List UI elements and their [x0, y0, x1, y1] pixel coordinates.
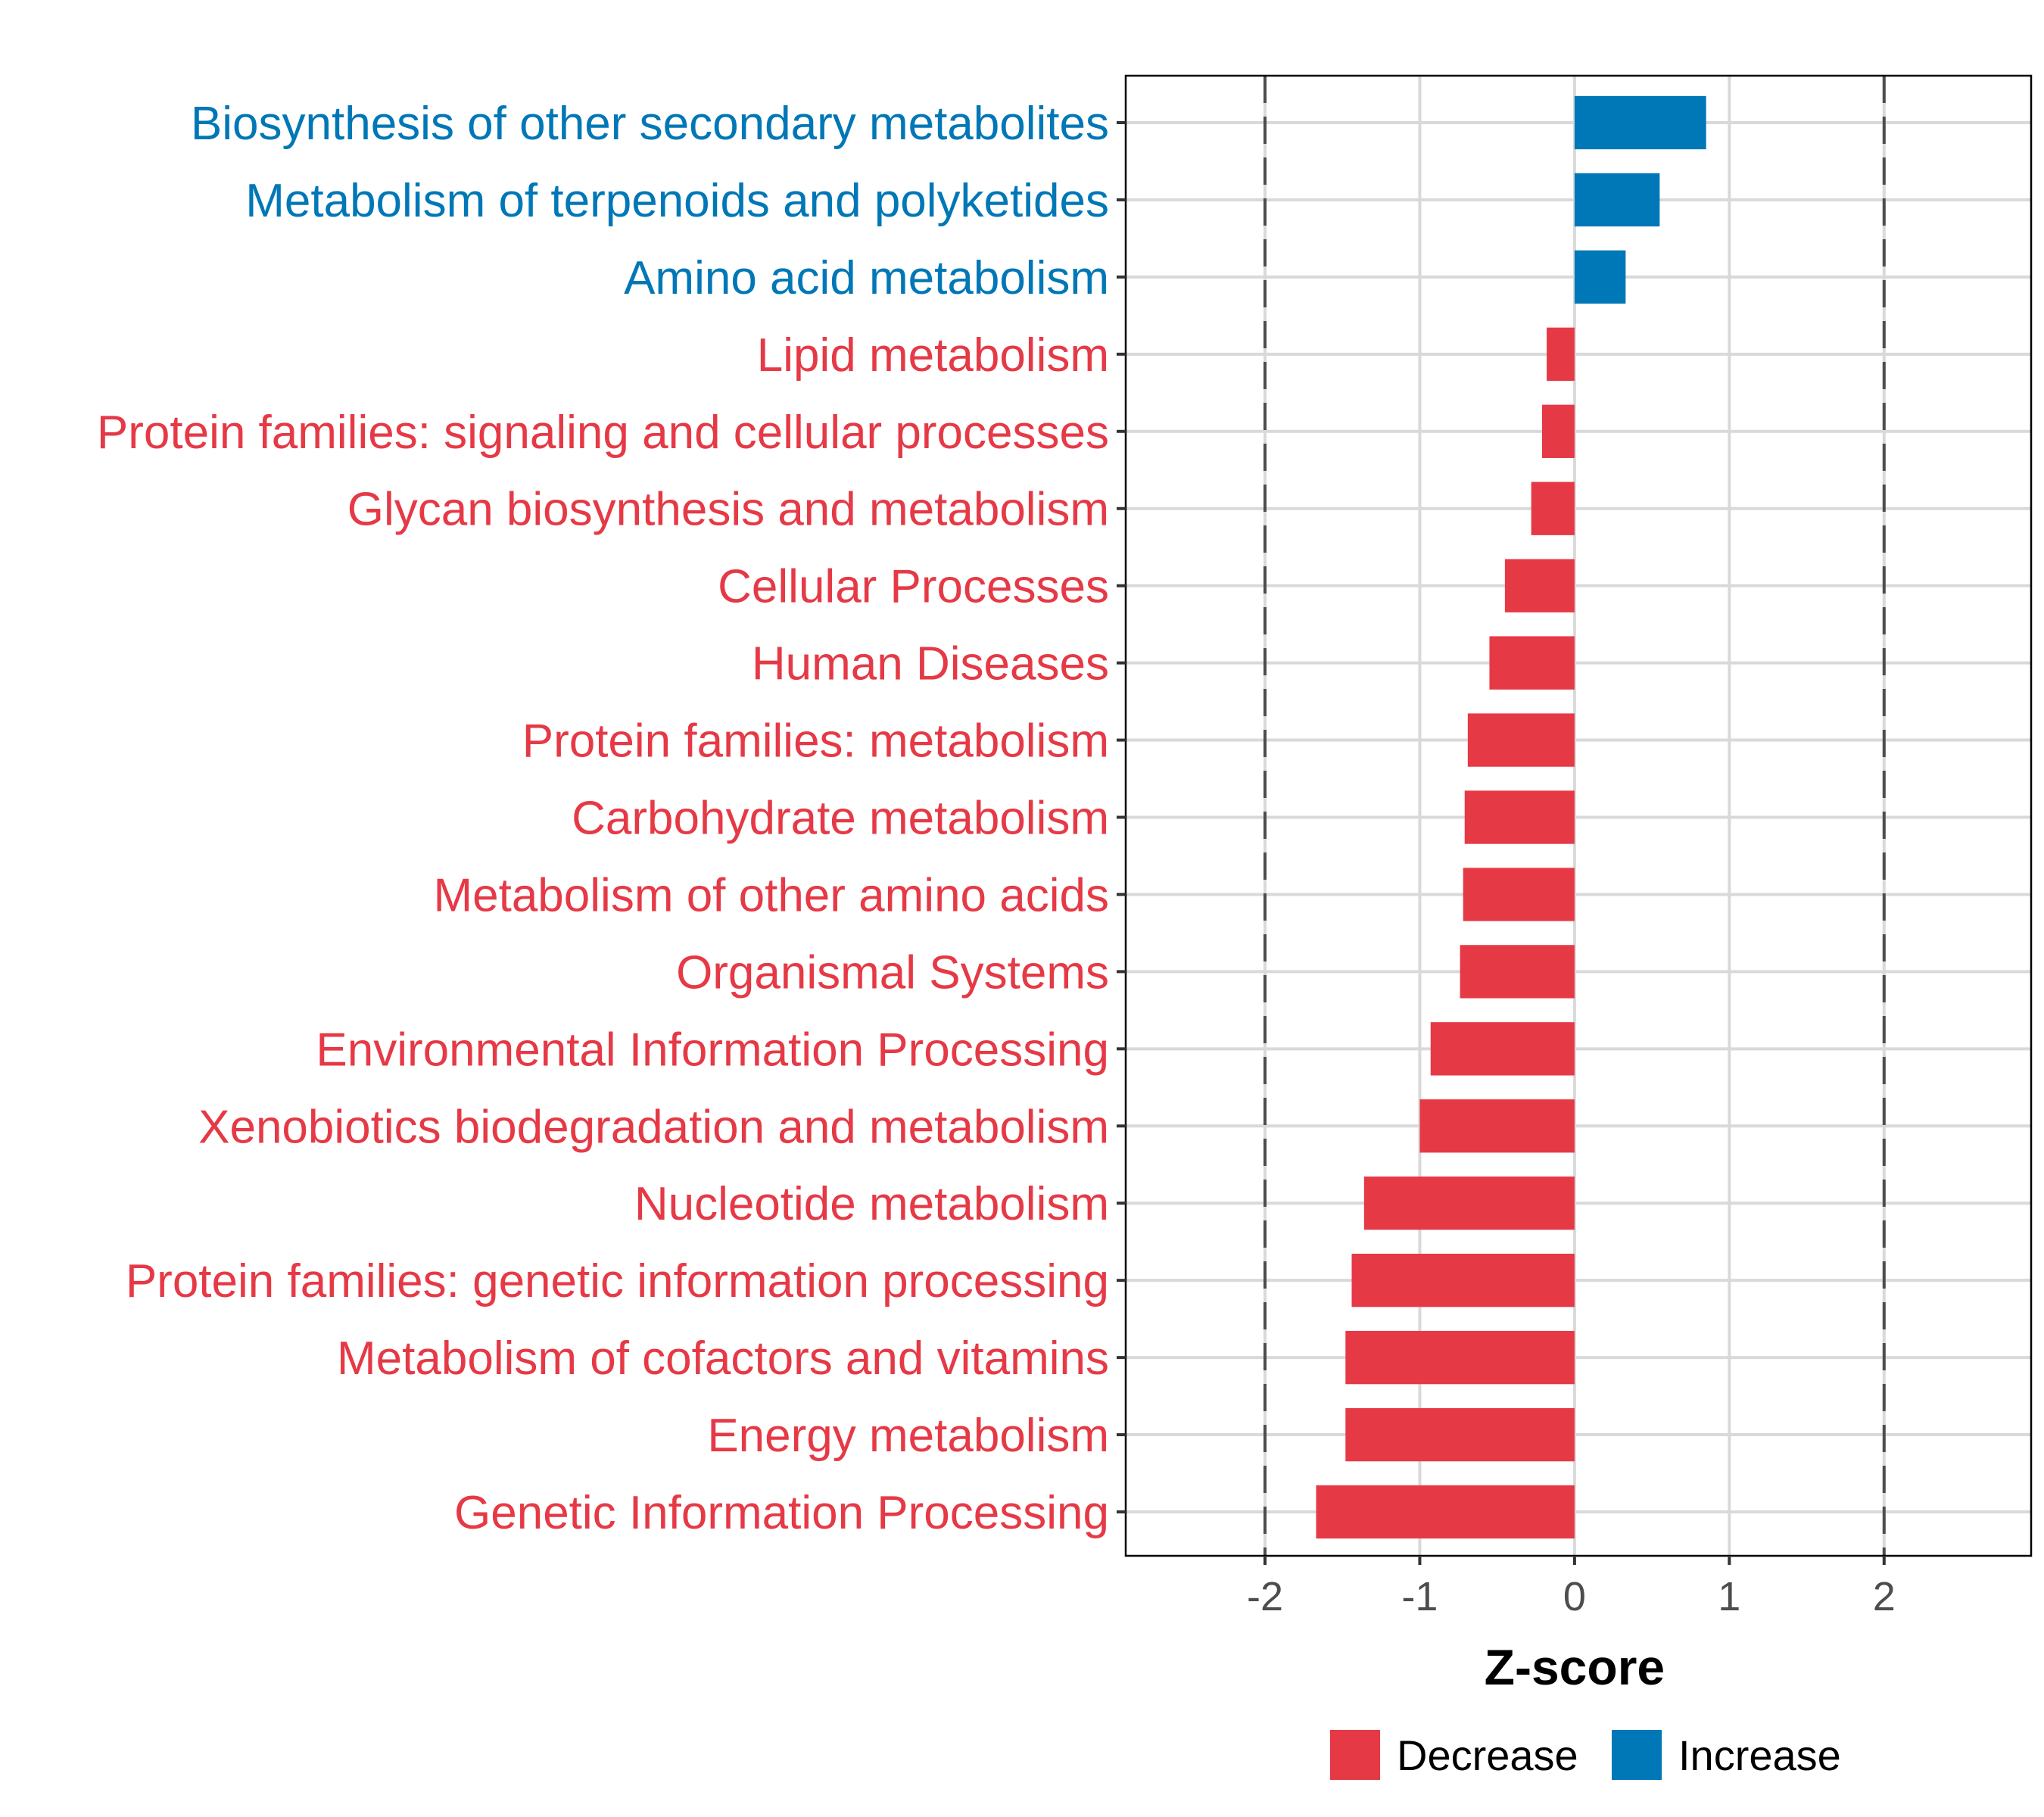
y-tick-label: Glycan biosynthesis and metabolism: [347, 484, 1109, 536]
bar: [1541, 404, 1575, 458]
y-tick-label: Metabolism of terpenoids and polyketides: [245, 175, 1109, 227]
bar: [1463, 868, 1575, 921]
x-tick-label: -2: [1247, 1574, 1283, 1619]
x-tick-label: 1: [1718, 1574, 1740, 1619]
y-tick-label: Biosynthesis of other secondary metaboli…: [191, 98, 1109, 150]
bar: [1430, 1022, 1575, 1076]
y-tick-label: Carbohydrate metabolism: [572, 793, 1109, 845]
legend-swatch-increase: [1612, 1730, 1662, 1780]
y-tick-label: Protein families: genetic information pr…: [126, 1255, 1109, 1307]
x-tick-label: 0: [1563, 1574, 1586, 1619]
legend: Decrease Increase: [1330, 1730, 1841, 1780]
bar: [1574, 173, 1660, 227]
legend-label-increase: Increase: [1678, 1731, 1841, 1779]
bar: [1419, 1099, 1575, 1153]
bar: [1504, 559, 1575, 612]
legend-label-decrease: Decrease: [1397, 1731, 1578, 1779]
y-tick-label: Genetic Information Processing: [454, 1487, 1109, 1539]
y-tick-label: Cellular Processes: [718, 561, 1109, 613]
bar: [1351, 1253, 1575, 1307]
y-tick-label: Amino acid metabolism: [624, 252, 1109, 304]
y-tick-label: Xenobiotics biodegradation and metabolis…: [198, 1101, 1109, 1153]
y-tick-label: Protein families: metabolism: [522, 715, 1109, 768]
bar: [1489, 636, 1575, 690]
bars-layer: [1316, 95, 1706, 1539]
bar: [1363, 1177, 1575, 1230]
bar: [1467, 713, 1575, 767]
y-tick-label: Nucleotide metabolism: [634, 1178, 1109, 1230]
y-tick-label: Protein families: signaling and cellular…: [97, 407, 1109, 459]
y-tick-label: Lipid metabolism: [757, 329, 1109, 382]
bar: [1574, 250, 1626, 304]
y-axis: Biosynthesis of other secondary metaboli…: [97, 98, 1126, 1539]
y-tick-label: Organismal Systems: [676, 946, 1109, 999]
bar: [1531, 482, 1575, 535]
y-tick-label: Energy metabolism: [707, 1410, 1109, 1462]
grid-layer: [1126, 76, 2031, 1556]
y-tick-label: Environmental Information Processing: [316, 1024, 1109, 1076]
bar: [1345, 1330, 1575, 1385]
bar: [1345, 1407, 1575, 1462]
legend-swatch-decrease: [1330, 1730, 1380, 1780]
y-tick-label: Metabolism of cofactors and vitamins: [337, 1332, 1109, 1385]
bar: [1460, 945, 1575, 999]
x-tick-label: -1: [1401, 1574, 1438, 1619]
bar: [1574, 95, 1706, 150]
x-axis: -2 -1 0 1 2: [1247, 1556, 1896, 1619]
bar: [1316, 1485, 1575, 1539]
x-tick-label: 2: [1873, 1574, 1896, 1619]
bar: [1547, 327, 1575, 382]
reference-lines: [1263, 76, 1886, 1556]
y-tick-label: Metabolism of other amino acids: [433, 869, 1109, 921]
x-axis-title: Z-score: [1485, 1639, 1665, 1695]
bar: [1464, 790, 1575, 844]
y-tick-label: Human Diseases: [752, 638, 1109, 690]
